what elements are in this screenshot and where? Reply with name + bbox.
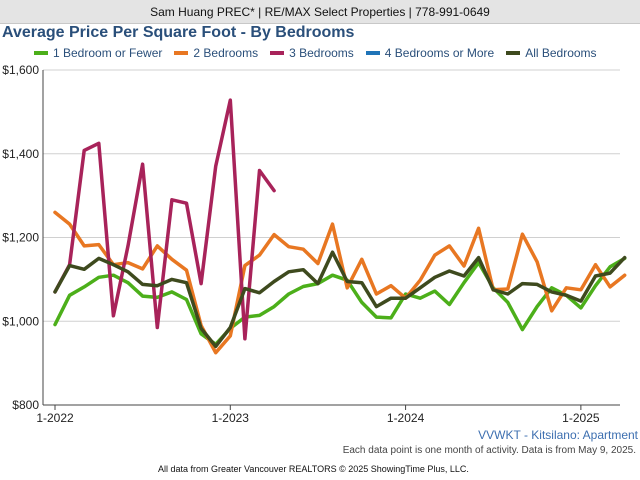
- legend-swatch: [270, 51, 285, 55]
- legend-item: All Bedrooms: [506, 46, 597, 60]
- y-tick-label: $1,200: [2, 231, 39, 245]
- chart-legend: 1 Bedroom or Fewer 2 Bedrooms 3 Bedrooms 4 …: [34, 45, 609, 61]
- header-bar: Sam Huang PREC* | RE/MAX Select Properti…: [0, 0, 640, 24]
- chart-title: Average Price Per Square Foot - By Bedro…: [2, 24, 355, 41]
- y-tick-label: $1,400: [2, 147, 39, 161]
- x-tick-label: 1-2023: [212, 411, 250, 425]
- y-tick-label: $1,000: [2, 314, 39, 328]
- data-source-note: All data from Greater Vancouver REALTORS…: [158, 464, 469, 474]
- legend-swatch: [365, 51, 380, 55]
- series-line-3-bedrooms: [53, 98, 276, 341]
- x-tick-label: 1-2022: [36, 411, 74, 425]
- activity-note: Each data point is one month of activity…: [342, 445, 636, 456]
- legend-item: 2 Bedrooms: [174, 46, 258, 60]
- series-line-1-bedroom-or-fewer: [53, 256, 627, 347]
- legend-label: 1 Bedroom or Fewer: [53, 46, 163, 60]
- x-tick-label: 1-2025: [562, 411, 600, 425]
- legend-item: 1 Bedroom or Fewer: [34, 46, 162, 60]
- legend-swatch: [34, 51, 48, 55]
- legend-swatch: [506, 51, 521, 55]
- legend-label: All Bedrooms: [525, 46, 597, 60]
- series-line-all-bedrooms: [53, 250, 627, 349]
- header-contact-text: Sam Huang PREC* | RE/MAX Select Properti…: [150, 4, 490, 19]
- legend-swatch: [174, 51, 189, 55]
- y-tick-label: $1,600: [2, 63, 39, 77]
- legend-item: 3 Bedrooms: [270, 46, 354, 60]
- y-tick-label: $800: [12, 398, 39, 412]
- legend-label: 4 Bedrooms or More: [384, 46, 495, 60]
- x-tick-label: 1-2024: [387, 411, 425, 425]
- legend-label: 2 Bedrooms: [193, 46, 259, 60]
- market-code-label: VVWKT - Kitsilano: Apartment: [478, 428, 638, 442]
- legend-label: 3 Bedrooms: [289, 46, 354, 60]
- legend-item: 4 Bedrooms or More: [365, 46, 495, 60]
